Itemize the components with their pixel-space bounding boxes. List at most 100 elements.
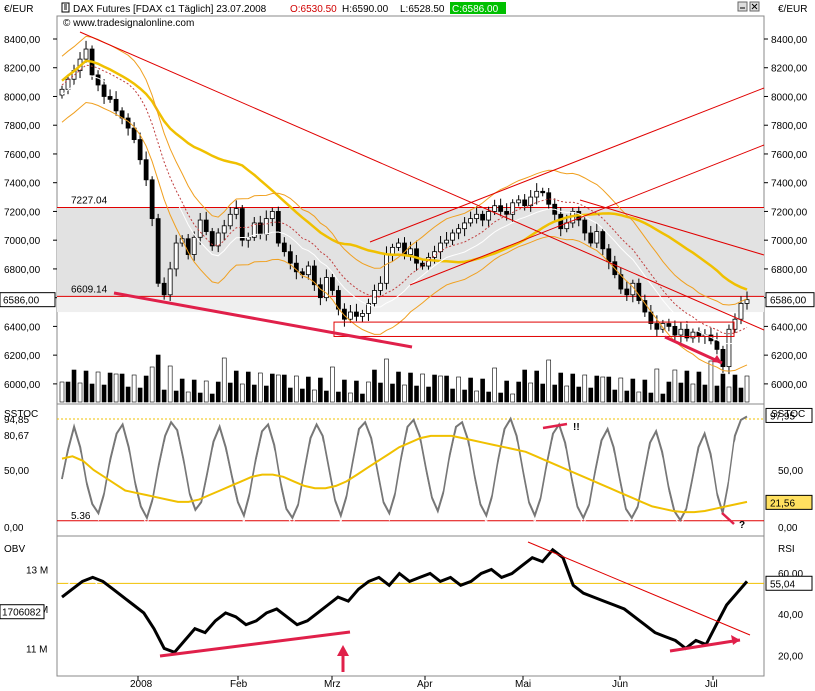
candle [323,277,329,299]
candle [227,213,233,227]
header-menu-icon[interactable] [61,2,70,13]
annotation-exclaim: !! [573,422,580,433]
candle [456,228,461,234]
x-axis-label: Apr [417,679,433,690]
divergence-arrow-line [113,291,413,349]
price-tick-right: 7000,00 [771,236,808,247]
volume-bar [606,376,612,403]
price-tick-left: 6400,00 [4,322,41,333]
obv-trendline [527,541,751,636]
sstoc-main-value: 97,95 [770,411,795,422]
candle [354,311,359,317]
volume-bar [402,384,407,403]
volume-bar [426,386,431,403]
volume-bar [558,372,564,403]
rsi-tick-right: 20,00 [778,651,803,662]
volume-bar [408,372,413,403]
y-axis-unit-right: €/EUR [778,4,807,15]
arrow-head-icon [712,355,722,363]
rsi-label: RSI [778,544,795,555]
sstoc-slow-line [61,422,748,526]
candle [636,282,642,301]
volume-bar [372,369,377,403]
sstoc-second-badge [765,494,813,510]
y-axis-unit-left: €/EUR [4,4,33,15]
volume-bar [660,393,666,403]
volume-bar [528,382,533,403]
sstoc-second-value: 21,56 [770,498,795,509]
arrow-head-icon [731,635,740,645]
volume-bar [257,372,263,403]
volume-bar [251,384,257,403]
volume-bar [71,369,77,403]
volume-bar [480,378,485,403]
volume-bar [306,376,311,403]
volume-bar [576,386,582,403]
volume-bar [215,381,221,403]
candle [510,202,516,215]
candle [155,218,161,284]
candle [588,232,594,244]
candle [209,231,215,247]
trendline-down-2 [579,199,765,256]
panel-collapse-icon[interactable] [737,1,748,12]
price-tick-right: 7400,00 [771,179,808,190]
volume-bar [288,387,293,403]
candle [732,318,738,330]
candle [281,242,287,253]
price-tick-right: 7200,00 [771,207,808,218]
volume-bar [672,369,678,403]
volume-bar [444,375,449,403]
candle [642,300,648,313]
volume-bar [354,380,359,403]
candle [468,218,473,224]
candle [726,328,732,368]
divergence-arrow-line [664,335,723,365]
candle [474,213,480,220]
candle [197,219,203,238]
volume-bar [720,373,726,403]
band-middle-line [61,64,748,335]
candle [113,98,119,112]
instrument-title: DAX Futures [FDAX c1 Täglich] 23.07.2008 [73,4,267,15]
price-tick-right: 7800,00 [771,121,808,132]
candle [654,323,660,330]
sstoc-main-badge [765,407,813,423]
candle [215,232,221,247]
sstoc-arrow-line [721,512,735,525]
candle [143,159,149,181]
volume-bar [630,378,636,403]
candle [203,219,209,232]
candle [546,192,552,205]
price-tick-left: 8200,00 [4,64,41,75]
candle [480,213,486,221]
last-price-right: 6586,00 [770,296,807,307]
volume-bar [540,383,546,403]
candle [714,340,720,350]
support-rectangle [333,321,735,337]
white-avg-line [61,74,748,345]
volume-bar [648,392,654,403]
volume-bar [239,383,245,403]
panel-close-icon[interactable] [749,1,760,12]
volume-bar [516,381,521,403]
volume-bar [95,371,101,403]
volume-bar [318,377,323,403]
candle [378,282,383,291]
sstoc-level-label: 5.36 [71,511,91,522]
x-axis-label: Jul [705,679,718,690]
candle [191,236,197,255]
volume-bar [462,389,467,403]
candle [107,96,113,100]
volume-bar [522,369,527,403]
volume-bar [312,389,317,403]
price-tick-right: 8000,00 [771,92,808,103]
volume-bar [708,360,714,403]
volume-bar [642,379,648,403]
candle [534,190,540,198]
candle [275,211,281,244]
candle [684,328,690,339]
volume-bar [456,376,461,403]
price-tick-left: 8000,00 [4,92,41,103]
